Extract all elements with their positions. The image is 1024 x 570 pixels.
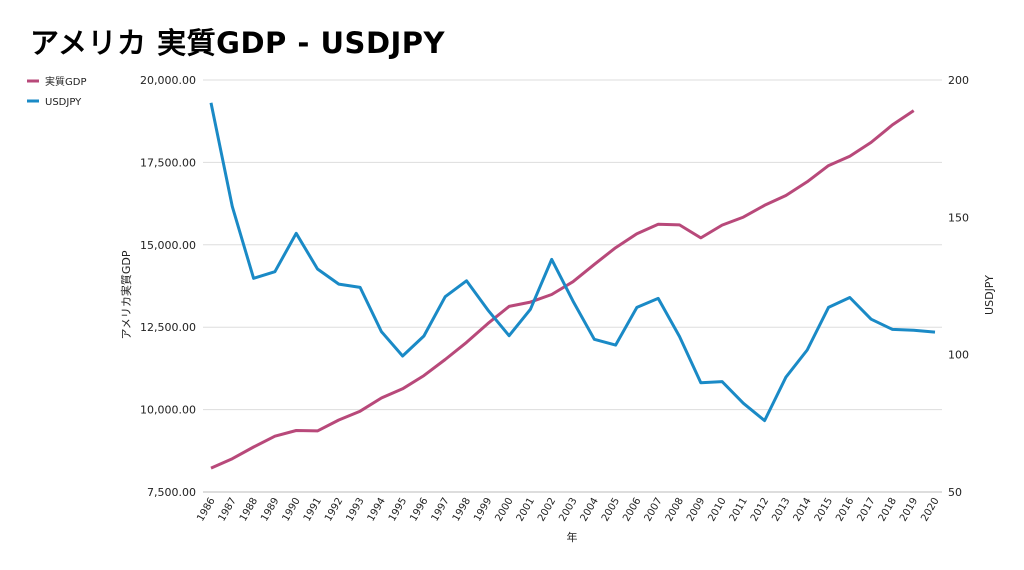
- x-tick-label: 1988: [238, 496, 260, 524]
- x-tick-label: 1993: [344, 496, 366, 524]
- x-tick-label: 2017: [855, 496, 877, 524]
- x-tick-label: 1996: [408, 496, 430, 524]
- x-tick-label: 2005: [600, 496, 622, 524]
- left-axis-ticks: 7,500.00 10,000.00 12,500.00 15,000.00 17,50…: [140, 74, 196, 499]
- x-tick-label: 2006: [621, 496, 643, 524]
- x-tick-label: 1991: [302, 496, 324, 524]
- legend-label: USDJPY: [45, 97, 82, 108]
- x-tick-label: 1992: [323, 496, 345, 524]
- x-tick-label: 1989: [259, 496, 281, 524]
- left-tick-label: 15,000.00: [140, 239, 196, 252]
- left-axis-title: アメリカ実質GDP: [119, 250, 133, 339]
- gridlines: [203, 79, 942, 493]
- x-tick-label: 2011: [728, 496, 750, 524]
- chart-title: アメリカ 実質GDP - USDJPY: [30, 26, 446, 60]
- x-tick-label: 2010: [706, 496, 728, 524]
- x-tick-label: 1986: [195, 496, 217, 524]
- right-axis-ticks: 50 100 150 200: [948, 74, 969, 499]
- x-tick-label: 2019: [898, 496, 920, 524]
- right-tick-label: 200: [948, 74, 969, 87]
- x-tick-label: 1999: [472, 496, 494, 524]
- x-tick-label: 2002: [536, 496, 558, 524]
- right-tick-label: 150: [948, 211, 969, 224]
- series-line-usdjpy: [209, 102, 936, 423]
- x-tick-label: 2014: [792, 496, 814, 524]
- left-tick-label: 10,000.00: [140, 404, 196, 417]
- right-tick-label: 100: [948, 349, 969, 362]
- left-tick-label: 17,500.00: [140, 156, 196, 169]
- right-axis-title: USDJPY: [983, 275, 996, 315]
- x-tick-label: 2015: [813, 496, 835, 524]
- left-tick-label: 20,000.00: [140, 74, 196, 87]
- x-tick-label: 2020: [919, 496, 941, 524]
- x-tick-label: 1995: [387, 496, 409, 524]
- x-tick-label: 2003: [557, 496, 579, 524]
- x-tick-label: 2016: [834, 496, 856, 524]
- x-tick-label: 2001: [515, 496, 537, 524]
- x-tick-label: 2008: [664, 496, 686, 524]
- x-tick-label: 2007: [643, 496, 665, 524]
- x-tick-label: 1994: [366, 496, 388, 524]
- x-tick-label: 1987: [217, 496, 239, 524]
- right-tick-label: 50: [948, 486, 962, 499]
- series-lines: [209, 102, 936, 470]
- x-tick-label: 2012: [749, 496, 771, 524]
- legend-label: 実質GDP: [45, 75, 86, 88]
- left-tick-label: 12,500.00: [140, 321, 196, 334]
- series-line-gdp: [210, 109, 915, 470]
- legend: 実質GDP USDJPY: [27, 75, 86, 108]
- x-tick-label: 2000: [493, 496, 515, 524]
- left-tick-label: 7,500.00: [147, 486, 196, 499]
- x-tick-label: 2004: [579, 496, 601, 524]
- x-tick-label: 2013: [770, 496, 792, 524]
- x-axis-ticks: 1986 1987 1988 1989 1990 1991 1992 1993 1994 1995…: [195, 496, 941, 524]
- x-tick-label: 2018: [877, 496, 899, 524]
- x-tick-label: 1997: [430, 496, 452, 524]
- x-tick-label: 1998: [451, 496, 473, 524]
- x-axis-title: 年: [567, 530, 578, 544]
- x-tick-label: 1990: [281, 496, 303, 524]
- x-tick-label: 2009: [685, 496, 707, 524]
